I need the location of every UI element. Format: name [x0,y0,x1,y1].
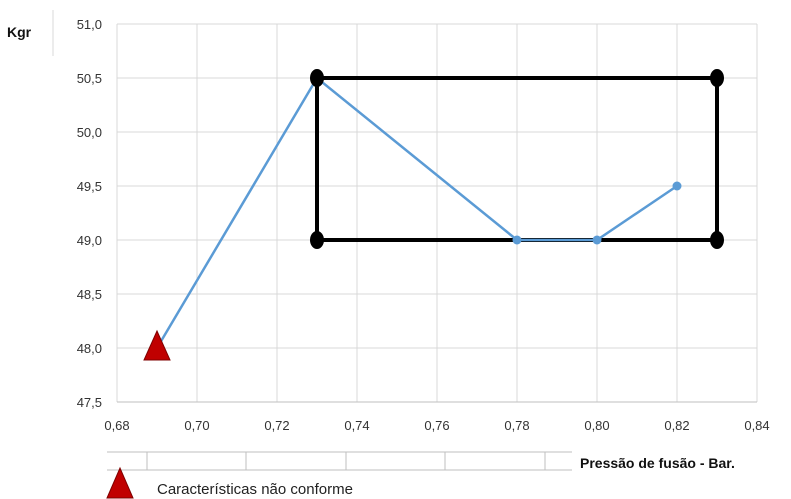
y-tick-label: 50,0 [77,125,102,140]
y-tick-label: 49,0 [77,233,102,248]
axes [52,10,757,403]
x-tick-label: 0,68 [104,418,129,433]
rectangle-corner-markers [310,69,724,249]
legend-entry-label: Características não conforme [157,481,353,498]
nonconforming-triangle-marker [143,329,171,361]
corner-marker [710,69,724,87]
x-tick-label: 0,72 [264,418,289,433]
x-tick-label: 0,80 [584,418,609,433]
data-point [512,235,522,245]
x-axis-title: Pressão de fusão - Bar. [580,455,735,471]
y-tick-label: 48,0 [77,341,102,356]
y-tick-label: 48,5 [77,287,102,302]
data-point [592,235,602,245]
x-tick-label: 0,70 [184,418,209,433]
x-tick-labels: 0,68 0,70 0,72 0,74 0,76 0,78 0,80 0,82 0,84 [104,418,769,433]
data-point [672,181,682,191]
nonconforming-marker-layer [143,329,171,361]
legend-table-lines [107,451,572,471]
legend: Características não conforme [106,451,572,499]
y-tick-labels: 47,5 48,0 48,5 49,0 49,5 50,0 50,5 51,0 [77,17,102,410]
x-tick-label: 0,78 [504,418,529,433]
y-tick-label: 51,0 [77,17,102,32]
x-tick-label: 0,82 [664,418,689,433]
y-axis-title: Kgr [7,24,32,40]
series-line [155,76,678,349]
corner-marker [710,231,724,249]
y-tick-label: 49,5 [77,179,102,194]
y-tick-label: 47,5 [77,395,102,410]
series-1 [152,73,682,353]
legend-triangle-icon [106,466,134,499]
gridlines [116,23,758,403]
corner-marker [310,231,324,249]
x-tick-label: 0,76 [424,418,449,433]
corner-marker [310,69,324,87]
x-tick-label: 0,84 [744,418,769,433]
y-tick-label: 50,5 [77,71,102,86]
x-tick-label: 0,74 [344,418,369,433]
